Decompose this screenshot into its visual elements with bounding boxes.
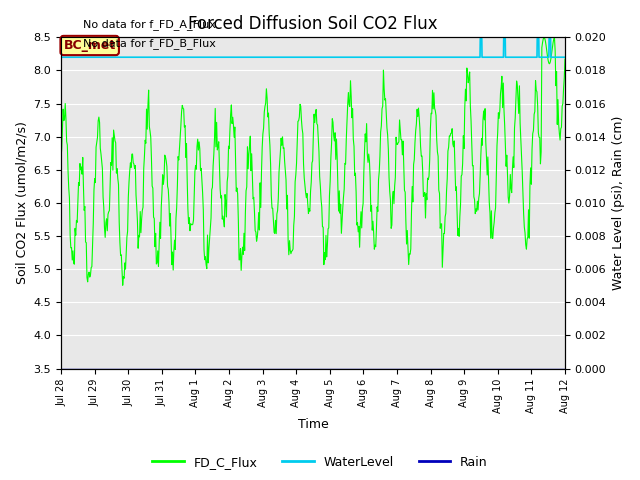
FD_C_Flux (119, 282, 127, 288)
WaterLevel (547, 36, 554, 42)
Y-axis label: Water Level (psi), Rain (cm): Water Level (psi), Rain (cm) (612, 116, 625, 290)
Text: No data for f_FD_B_Flux: No data for f_FD_B_Flux (83, 38, 216, 49)
Line: WaterLevel: WaterLevel (61, 39, 565, 57)
FD_C_Flux (374, 177, 382, 182)
FD_C_Flux (389, 189, 397, 194)
WaterLevel (83, 54, 91, 60)
FD_C_Flux (561, 56, 569, 62)
Text: No data for f_FD_A_Flux: No data for f_FD_A_Flux (83, 19, 216, 30)
X-axis label: Time: Time (298, 419, 328, 432)
WaterLevel (476, 36, 484, 42)
WaterLevel (289, 54, 296, 60)
WaterLevel (454, 54, 461, 60)
FD_C_Flux (196, 168, 204, 173)
FD_C_Flux (57, 155, 65, 161)
Text: BC_met: BC_met (63, 39, 116, 52)
Title: Forced Diffusion Soil CO2 Flux: Forced Diffusion Soil CO2 Flux (188, 15, 438, 33)
FD_C_Flux (67, 233, 74, 239)
FD_C_Flux (170, 247, 178, 253)
WaterLevel (561, 54, 569, 60)
FD_C_Flux (540, 35, 548, 40)
WaterLevel (57, 54, 65, 60)
Legend: FD_C_Flux, WaterLevel, Rain: FD_C_Flux, WaterLevel, Rain (147, 451, 493, 474)
Line: FD_C_Flux: FD_C_Flux (61, 37, 565, 285)
Y-axis label: Soil CO2 Flux (umol/m2/s): Soil CO2 Flux (umol/m2/s) (15, 121, 28, 285)
WaterLevel (547, 36, 554, 42)
FD_C_Flux (118, 268, 126, 274)
WaterLevel (302, 54, 310, 60)
